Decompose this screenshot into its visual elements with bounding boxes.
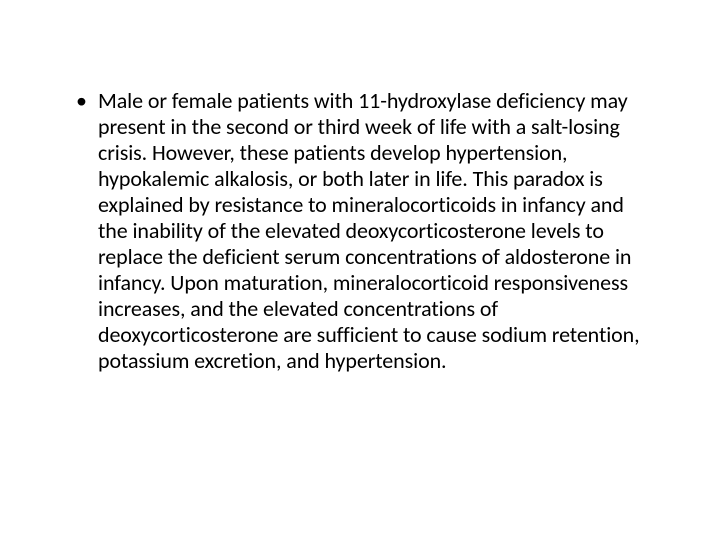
bullet-list: Male or female patients with 11-hydroxyl… xyxy=(70,88,650,373)
bullet-text: Male or female patients with 11-hydroxyl… xyxy=(98,87,640,374)
slide: Male or female patients with 11-hydroxyl… xyxy=(0,0,720,540)
bullet-item: Male or female patients with 11-hydroxyl… xyxy=(70,88,650,373)
